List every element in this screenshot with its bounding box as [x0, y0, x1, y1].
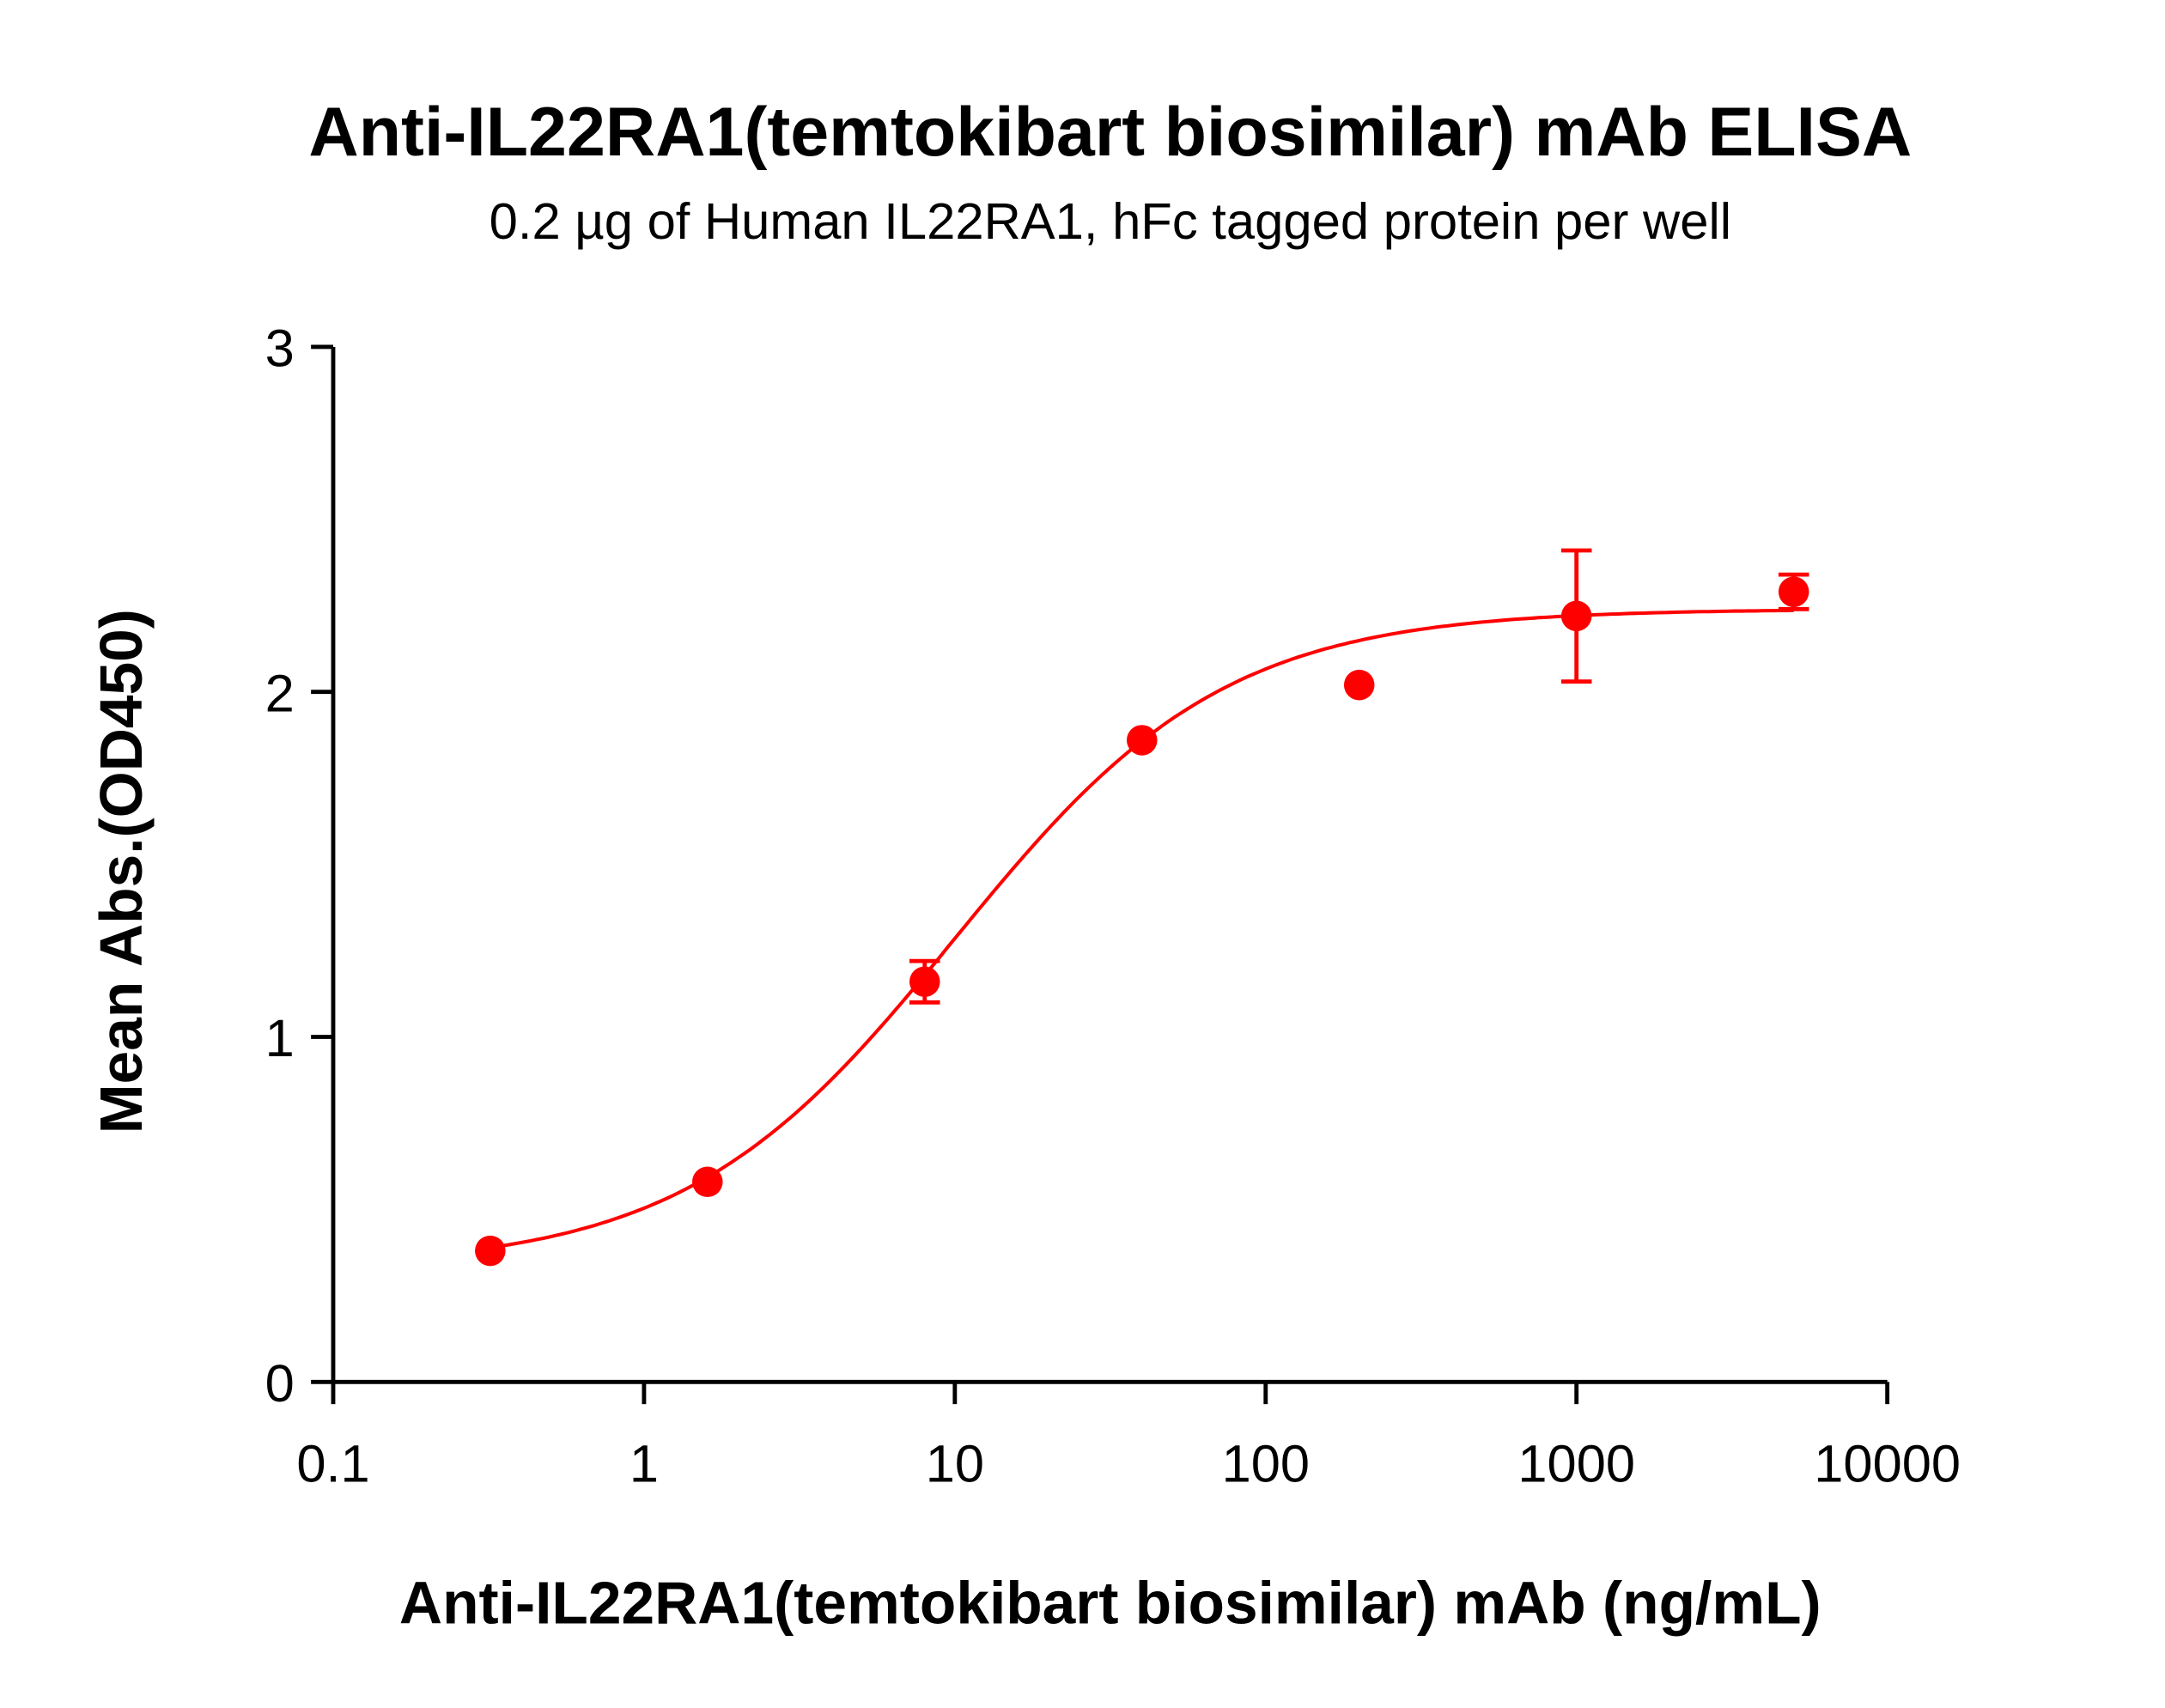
x-tick-label: 100 [1222, 1435, 1310, 1494]
fit-curve [490, 608, 1794, 1249]
data-point [1343, 669, 1375, 701]
chart-subtitle: 0.2 µg of Human IL22RA1, hFc tagged prot… [490, 192, 1731, 250]
y-tick-label: 0 [265, 1354, 295, 1413]
y-tick-label: 1 [265, 1009, 295, 1068]
x-tick-label: 1000 [1517, 1435, 1635, 1494]
data-point [1126, 725, 1158, 756]
data-point [1560, 600, 1592, 632]
x-tick-label: 10000 [1814, 1435, 1961, 1494]
x-tick-label: 1 [629, 1435, 659, 1494]
data-point [692, 1166, 723, 1198]
chart-title: Anti-IL22RA1(temtokibart biosimilar) mAb… [308, 94, 1912, 171]
x-tick-label: 0.1 [296, 1435, 369, 1494]
x-axis-label: Anti-IL22RA1(temtokibart biosimilar) mAb… [399, 1569, 1821, 1636]
y-tick-label: 3 [265, 319, 295, 379]
data-point [1778, 576, 1809, 607]
x-tick-label: 10 [926, 1435, 984, 1494]
y-axis-label: Mean Abs.(OD450) [88, 609, 155, 1134]
y-tick-label: 2 [265, 664, 295, 723]
data-point [475, 1235, 506, 1267]
data-point [909, 966, 940, 997]
